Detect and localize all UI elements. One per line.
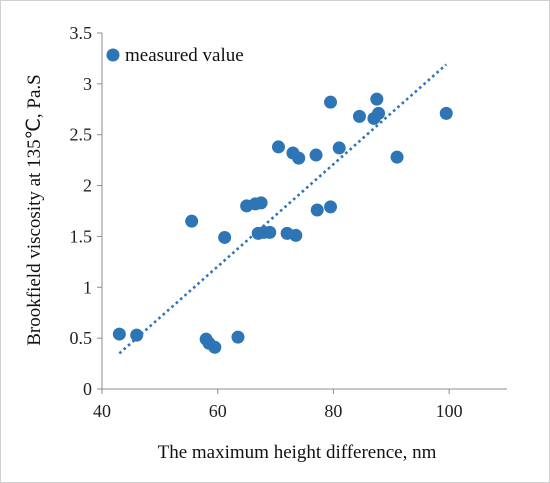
data-point	[231, 330, 245, 344]
x-tick-label: 60	[209, 401, 227, 421]
data-point	[208, 340, 222, 354]
data-point	[289, 228, 303, 242]
data-point	[292, 151, 306, 165]
data-point	[130, 328, 144, 342]
data-point	[112, 327, 126, 341]
legend-marker	[106, 48, 120, 62]
data-point	[332, 141, 346, 155]
y-axis-title: Brookfield viscosity at 135℃, Pa.S	[24, 74, 45, 346]
data-point	[390, 150, 404, 164]
y-tick-label: 3	[83, 74, 92, 94]
y-tick-label: 2	[83, 176, 92, 196]
data-point	[310, 203, 324, 217]
data-point	[370, 92, 384, 106]
trendline-layer	[118, 63, 448, 355]
x-tick-label: 40	[93, 401, 111, 421]
x-tick-label: 100	[436, 401, 463, 421]
data-point	[309, 148, 323, 162]
x-tick-label: 80	[324, 401, 342, 421]
y-tick-label: 0	[83, 379, 92, 399]
y-tick-label: 1.5	[70, 226, 93, 246]
data-point	[439, 106, 453, 120]
data-point	[254, 196, 268, 210]
data-point	[324, 95, 338, 109]
y-tick-label: 0.5	[70, 328, 93, 348]
data-point	[352, 109, 366, 123]
y-tick-label: 3.5	[70, 23, 93, 43]
data-point	[372, 106, 386, 120]
trendline	[118, 63, 448, 355]
data-point	[218, 230, 232, 244]
y-tick-label: 1	[83, 277, 92, 297]
data-point	[271, 140, 285, 154]
data-point	[185, 214, 199, 228]
data-points	[112, 92, 453, 354]
y-tick-label: 2.5	[70, 125, 93, 145]
legend-label: measured value	[125, 45, 244, 66]
x-axis-title: The maximum height difference, nm	[158, 442, 437, 463]
axes	[97, 32, 507, 394]
tick-labels: 0 0.5 1 1.5 2 2.5 3 3.5 40 60 80 100	[70, 23, 463, 421]
data-point	[324, 200, 338, 214]
legend: measured value	[106, 45, 244, 66]
data-point	[263, 225, 277, 239]
